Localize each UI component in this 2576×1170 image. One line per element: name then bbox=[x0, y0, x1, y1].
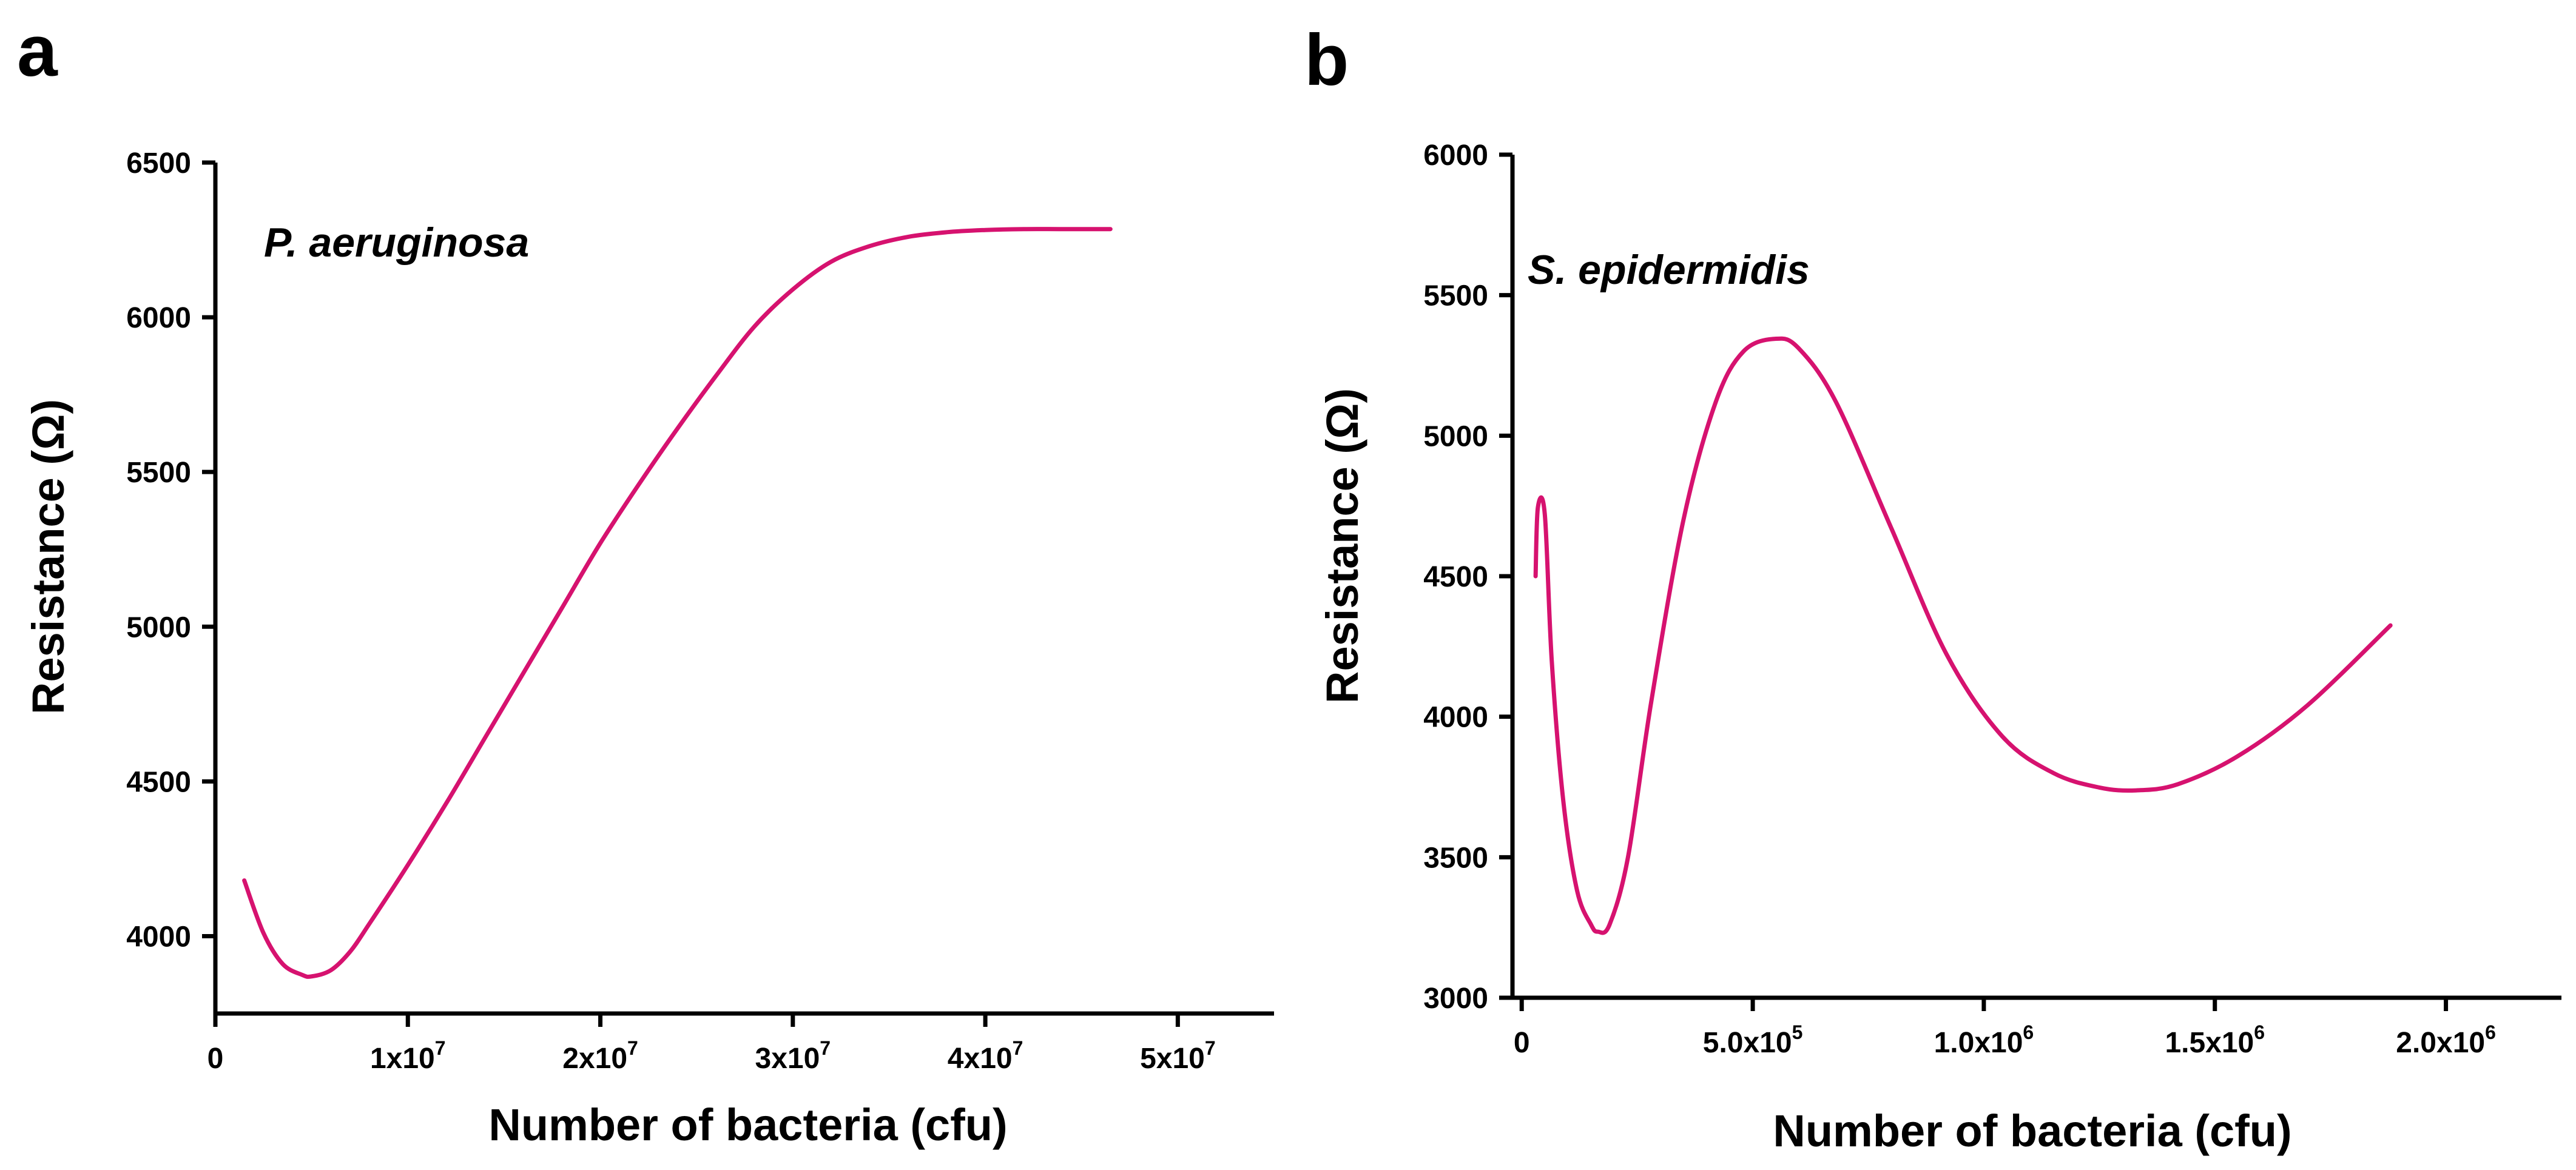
panel-a-x-tick-label: 3x107 bbox=[755, 1037, 831, 1075]
panel-b-y-tick-label: 3500 bbox=[1423, 842, 1488, 874]
panel-b-x-tick-label: 2.0x106 bbox=[2396, 1021, 2496, 1059]
panel-a-y-tick-label: 6000 bbox=[126, 302, 191, 334]
panel-b-y-tick-label: 5000 bbox=[1423, 420, 1488, 452]
panel-b-x-tick-label: 1.0x106 bbox=[1934, 1021, 2034, 1059]
panel-a-x-axis-title: Number of bacteria (cfu) bbox=[488, 1100, 1007, 1150]
panel-a-x-tick-label: 0 bbox=[207, 1043, 224, 1075]
panel-a-y-axis-title: Resistance (Ω) bbox=[23, 399, 73, 714]
panel-a-letter: a bbox=[17, 10, 58, 92]
panel-b-x-tick-label: 5.0x105 bbox=[1703, 1021, 1803, 1059]
panel-a-x-tick-label: 4x107 bbox=[948, 1037, 1023, 1075]
panel-b-chart: b 3000 3500 4000 4500 5000 5500 6000 0 5.0x105 1… bbox=[1304, 19, 2561, 1156]
panel-a-species-label: P. aeruginosa bbox=[264, 220, 529, 266]
panel-b-letter: b bbox=[1304, 19, 1349, 101]
panel-a-y-tick-label: 4000 bbox=[126, 921, 191, 953]
panel-a-chart: a 4000 4500 5000 5500 6000 6500 0 1x107 2x107 3x… bbox=[17, 10, 1274, 1150]
panel-a-y-tick-label: 6500 bbox=[126, 147, 191, 180]
panel-a-y-tick-label: 5000 bbox=[126, 611, 191, 644]
panel-b-x-tick-label: 1.5x106 bbox=[2165, 1021, 2265, 1059]
panel-a-x-tick-label: 5x107 bbox=[1140, 1037, 1216, 1075]
panel-b-y-tick-label: 3000 bbox=[1423, 983, 1488, 1015]
panel-b-y-tick-label: 6000 bbox=[1423, 140, 1488, 172]
panel-b-y-tick-label: 5500 bbox=[1423, 280, 1488, 312]
panel-b-y-axis-title: Resistance (Ω) bbox=[1317, 388, 1367, 704]
panel-a-x-tick-label: 1x107 bbox=[370, 1037, 446, 1075]
panel-b-series-line bbox=[1533, 336, 2393, 935]
panel-a-x-tick-label: 2x107 bbox=[562, 1037, 638, 1075]
panel-b-y-tick-label: 4000 bbox=[1423, 702, 1488, 734]
panel-b-y-tick-label: 4500 bbox=[1423, 561, 1488, 593]
panel-b-species-label: S. epidermidis bbox=[1528, 247, 1810, 293]
panel-a-y-tick-label: 5500 bbox=[126, 457, 191, 489]
panel-b-x-axis-title: Number of bacteria (cfu) bbox=[1773, 1106, 2291, 1156]
panel-a-y-tick-label: 4500 bbox=[126, 766, 191, 798]
panel-b-x-tick-label: 0 bbox=[1514, 1027, 1530, 1059]
panel-a-series-line bbox=[242, 227, 1113, 979]
